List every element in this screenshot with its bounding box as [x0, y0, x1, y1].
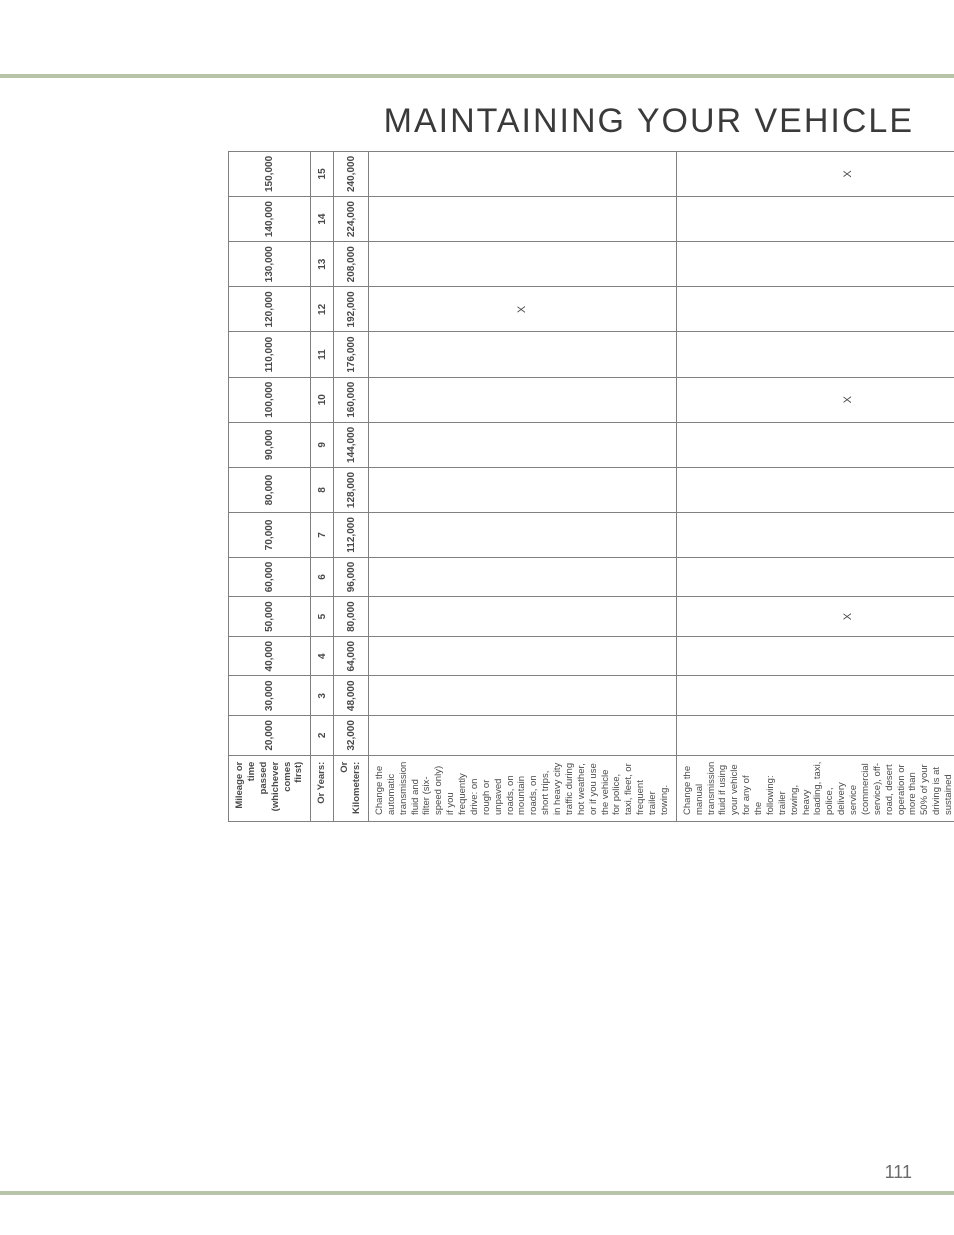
data-cell: [368, 597, 676, 637]
data-cell: [368, 716, 676, 756]
header-cell: 60,000: [229, 557, 311, 597]
page-number: 111: [885, 1162, 912, 1183]
data-cell: [368, 636, 676, 676]
data-cell: [368, 332, 676, 377]
data-cell: [676, 197, 954, 242]
header-cell: 7: [311, 513, 334, 558]
header-cell: 48,000: [334, 676, 369, 716]
header-cell: 50,000: [229, 597, 311, 637]
header-cell: 40,000: [229, 636, 311, 676]
header-cell: 64,000: [334, 636, 369, 676]
data-cell: [368, 467, 676, 512]
page-title: MAINTAINING YOUR VEHICLE: [384, 102, 914, 141]
maintenance-table: Mileage or time passed (whichever comes …: [228, 151, 954, 822]
data-cell: X: [676, 377, 954, 422]
header-cell: 2: [311, 716, 334, 756]
row-label: Or Kilometers:: [334, 755, 369, 821]
header-cell: 96,000: [334, 557, 369, 597]
row-label: Change the manual transmission fluid if …: [676, 755, 954, 821]
header-cell: 160,000: [334, 377, 369, 422]
data-cell: [368, 422, 676, 467]
header-cell: 120,000: [229, 287, 311, 332]
header-cell: 13: [311, 242, 334, 287]
header-cell: 12: [311, 287, 334, 332]
header-cell: 112,000: [334, 513, 369, 558]
data-cell: [368, 242, 676, 287]
footer-divider: [0, 1191, 954, 1195]
header-cell: 14: [311, 197, 334, 242]
header-cell: 3: [311, 676, 334, 716]
header-cell: 32,000: [334, 716, 369, 756]
data-cell: X: [676, 151, 954, 196]
data-cell: [676, 332, 954, 377]
header-cell: 208,000: [334, 242, 369, 287]
data-cell: [676, 557, 954, 597]
data-cell: [368, 513, 676, 558]
header-cell: 90,000: [229, 422, 311, 467]
header-cell: 11: [311, 332, 334, 377]
header-cell: 144,000: [334, 422, 369, 467]
header-cell: 80,000: [229, 467, 311, 512]
header-cell: 9: [311, 422, 334, 467]
data-cell: X: [676, 597, 954, 637]
data-cell: [676, 716, 954, 756]
header-cell: 100,000: [229, 377, 311, 422]
header-cell: 5: [311, 597, 334, 637]
data-cell: [368, 676, 676, 716]
header-cell: 30,000: [229, 676, 311, 716]
row-label: Mileage or time passed (whichever comes …: [229, 755, 311, 821]
header-cell: 150,000: [229, 151, 311, 196]
data-cell: [368, 377, 676, 422]
top-bar: [0, 0, 954, 74]
header-cell: 130,000: [229, 242, 311, 287]
header-cell: 80,000: [334, 597, 369, 637]
header-cell: 224,000: [334, 197, 369, 242]
header-cell: 240,000: [334, 151, 369, 196]
data-cell: [368, 151, 676, 196]
data-cell: [676, 467, 954, 512]
header-cell: 192,000: [334, 287, 369, 332]
header-cell: 8: [311, 467, 334, 512]
data-cell: X: [368, 287, 676, 332]
content-area: Mileage or time passed (whichever comes …: [0, 164, 954, 184]
data-cell: [368, 197, 676, 242]
header-cell: 10: [311, 377, 334, 422]
header-cell: 4: [311, 636, 334, 676]
header-cell: 176,000: [334, 332, 369, 377]
row-label: Change the automatic transmission fluid …: [368, 755, 676, 821]
header-cell: 128,000: [334, 467, 369, 512]
data-cell: [676, 287, 954, 332]
data-cell: [676, 636, 954, 676]
data-cell: [676, 676, 954, 716]
header-cell: 20,000: [229, 716, 311, 756]
maintenance-schedule-block: Mileage or time passed (whichever comes …: [228, 182, 726, 822]
row-label: Or Years:: [311, 755, 334, 821]
header-cell: 110,000: [229, 332, 311, 377]
header-cell: 15: [311, 151, 334, 196]
data-cell: [676, 422, 954, 467]
data-cell: [676, 242, 954, 287]
data-cell: [368, 557, 676, 597]
header-cell: 140,000: [229, 197, 311, 242]
header-cell: 6: [311, 557, 334, 597]
header-cell: 70,000: [229, 513, 311, 558]
data-cell: [676, 513, 954, 558]
